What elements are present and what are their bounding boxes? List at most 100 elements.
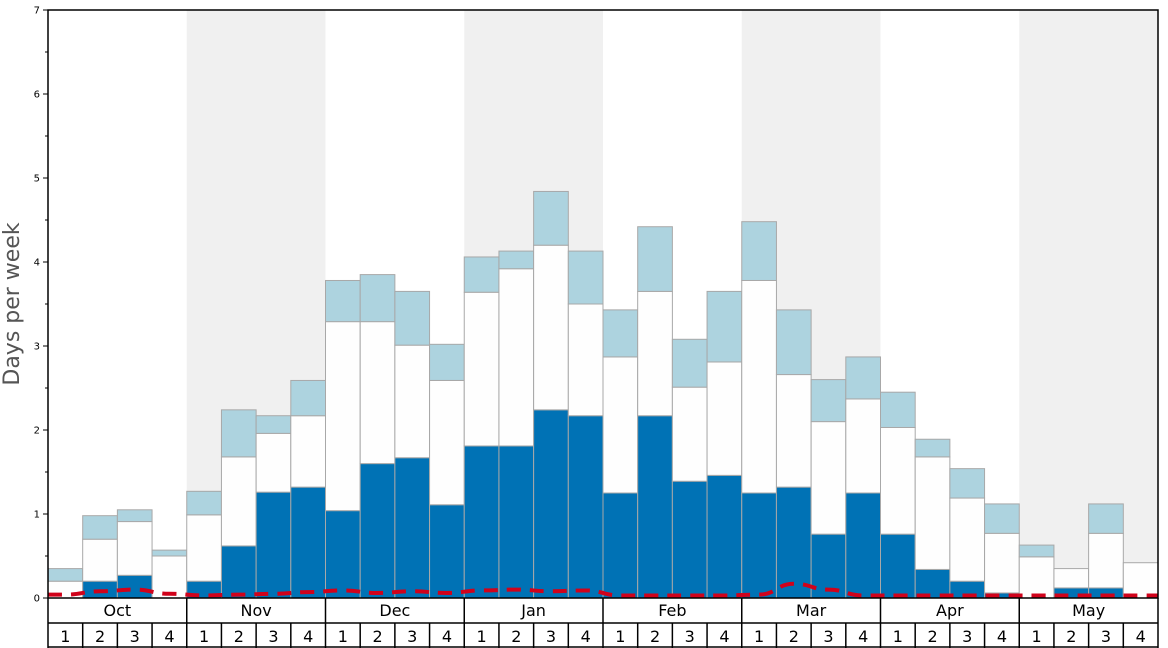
week-label: 2 [927, 627, 937, 646]
week-label: 4 [303, 627, 313, 646]
bar-segment-1-week-8 [290, 486, 326, 599]
y-axis: 0 1 2 3 4 5 6 7 [34, 6, 48, 605]
bar-segment-1-week-7 [255, 491, 292, 599]
bar-segment-2-week-2 [82, 538, 118, 582]
bar-segment-3-week-25 [880, 391, 916, 428]
week-label: 4 [719, 627, 729, 646]
y-axis-label: Days per week [0, 222, 25, 385]
week-label: 1 [754, 627, 764, 646]
bar-segment-2-week-6 [220, 456, 257, 547]
week-label: 1 [893, 627, 903, 646]
bar-segment-3-week-6 [220, 409, 257, 458]
bar-segment-2-week-15 [533, 244, 569, 411]
week-label: 3 [268, 627, 278, 646]
bar-segment-3-week-13 [463, 256, 500, 293]
bar-segment-1-week-20 [706, 474, 743, 599]
bar-segment-3-week-28 [984, 503, 1020, 534]
week-label: 2 [234, 627, 244, 646]
bar-segment-2-week-7 [255, 432, 292, 493]
y-tick-label: 7 [34, 6, 40, 17]
bar-segment-1-week-24 [845, 492, 881, 599]
bar-segment-3-week-11 [394, 290, 431, 346]
bar-segment-3-week-9 [325, 279, 361, 323]
bar-segment-3-week-23 [810, 379, 847, 423]
bar-segment-2-week-26 [914, 456, 951, 570]
week-label: 2 [1066, 627, 1076, 646]
week-label: 4 [1136, 627, 1146, 646]
month-label-nov: Nov [241, 601, 272, 620]
bar-segment-2-week-17 [602, 356, 639, 494]
week-label: 4 [858, 627, 868, 646]
bar-segment-3-week-17 [602, 309, 639, 358]
bar-segment-2-week-10 [359, 321, 396, 465]
bar-segment-1-week-26 [914, 568, 951, 599]
bar-segment-1-week-25 [880, 533, 916, 599]
bar-segment-3-week-20 [706, 290, 743, 363]
month-label-oct: Oct [104, 601, 132, 620]
bar-segment-2-week-5 [186, 514, 222, 582]
month-label-may: May [1072, 601, 1105, 620]
bar-segment-2-week-21 [741, 279, 777, 494]
bar-segment-1-week-18 [637, 415, 673, 599]
week-label: 3 [685, 627, 695, 646]
bar-segment-2-week-9 [325, 321, 361, 512]
week-label: 4 [164, 627, 174, 646]
bar-segment-2-week-24 [845, 398, 881, 494]
bar-segment-1-week-17 [602, 492, 639, 599]
bar-segment-3-week-16 [567, 250, 604, 305]
week-label: 3 [130, 627, 140, 646]
week-label: 3 [823, 627, 833, 646]
bar-segment-2-week-14 [498, 268, 535, 447]
bar-segment-3-week-7 [255, 415, 292, 434]
bar-segment-2-week-23 [810, 421, 847, 535]
month-label-mar: Mar [796, 601, 827, 620]
week-label: 1 [1032, 627, 1042, 646]
bar-segment-1-week-16 [567, 415, 604, 599]
week-label: 3 [962, 627, 972, 646]
week-label: 3 [1101, 627, 1111, 646]
bar-segment-1-week-23 [810, 533, 847, 599]
bar-segment-2-week-31 [1088, 532, 1124, 589]
week-label: 4 [581, 627, 591, 646]
bar-segment-2-week-12 [429, 379, 465, 506]
bar-segment-3-week-1 [47, 568, 84, 582]
bar-segment-2-week-27 [949, 497, 986, 582]
bar-segment-3-week-18 [637, 226, 673, 292]
bar-segment-3-week-31 [1088, 503, 1124, 534]
bar-segment-3-week-4 [151, 549, 188, 557]
bar-segment-1-week-22 [775, 486, 812, 599]
bar-segment-2-week-11 [394, 344, 431, 459]
bar-segment-2-week-29 [1018, 556, 1055, 599]
week-label: 2 [372, 627, 382, 646]
bar-segment-3-week-22 [775, 309, 812, 376]
week-label: 4 [442, 627, 452, 646]
bar-segment-1-week-15 [533, 409, 569, 599]
bar-segment-1-week-13 [463, 445, 500, 599]
month-label-dec: Dec [379, 601, 410, 620]
y-tick-label: 3 [34, 342, 40, 353]
bar-stacks [47, 190, 1159, 599]
bar-segment-3-week-15 [533, 190, 569, 246]
bar-segment-3-week-26 [914, 438, 951, 458]
bar-segment-2-week-19 [671, 386, 708, 482]
bar-segment-3-week-19 [671, 338, 708, 388]
bar-segment-2-week-22 [775, 374, 812, 488]
bar-segment-2-week-20 [706, 361, 743, 476]
week-label: 1 [60, 627, 70, 646]
bar-segment-2-week-13 [463, 291, 500, 447]
y-tick-label: 0 [34, 594, 40, 605]
bar-segment-3-week-10 [359, 274, 396, 323]
bar-segment-3-week-27 [949, 468, 986, 499]
bar-segment-2-week-18 [637, 290, 673, 417]
week-label: 2 [95, 627, 105, 646]
y-tick-label: 4 [34, 258, 40, 269]
bar-segment-3-week-21 [741, 221, 777, 281]
week-label: 2 [650, 627, 660, 646]
bar-segment-2-week-30 [1053, 568, 1090, 589]
x-axis: Oct 1 2 3 4 Nov 1 2 3 4 Dec 1 2 3 4 Jan 1 2 3 4 Feb 1 2 3 4 Mar 1 2… [47, 598, 1159, 648]
bar-segment-2-week-32 [1122, 562, 1159, 599]
bar-segment-1-week-6 [220, 545, 257, 599]
bar-segment-2-week-28 [984, 532, 1020, 594]
bar-segment-1-week-3 [116, 574, 153, 599]
bar-segment-3-week-12 [429, 343, 465, 381]
